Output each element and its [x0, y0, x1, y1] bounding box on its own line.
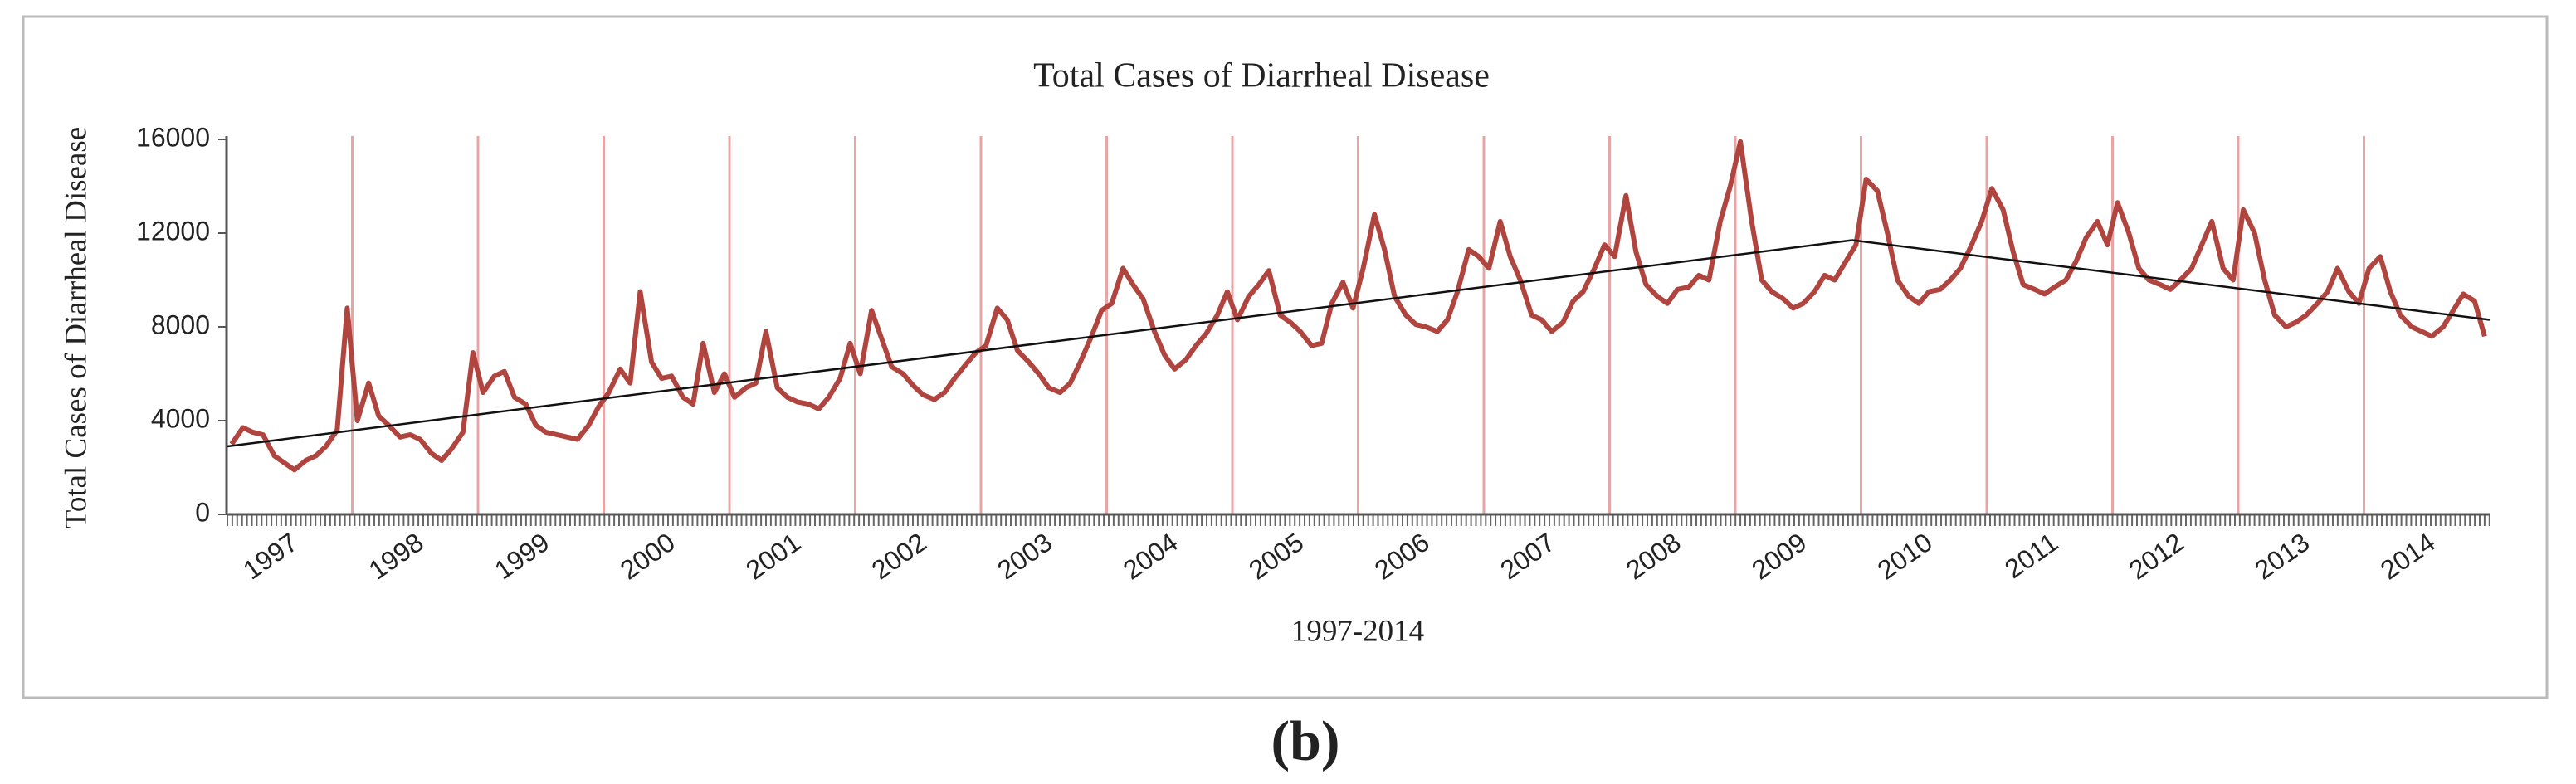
y-tick-label: 8000 [151, 309, 210, 339]
trend-line [1852, 239, 2491, 321]
data-line [229, 139, 2487, 473]
x-axis-minor-ticks [227, 514, 2490, 526]
y-tick-label: 12000 [136, 216, 210, 246]
x-axis-label: 1997-2014 [1291, 614, 1424, 648]
caption: (b) [1271, 709, 1339, 772]
y-axis-label: Total Cases of Diarrheal Disease [59, 127, 93, 528]
chart-title: Total Cases of Diarrheal Disease [1033, 57, 1490, 95]
y-tick-label: 16000 [136, 122, 210, 152]
y-tick-label: 4000 [151, 403, 210, 433]
chart-frame [22, 15, 2549, 699]
y-tick-label: 0 [195, 497, 210, 527]
trend-line [226, 239, 1853, 448]
